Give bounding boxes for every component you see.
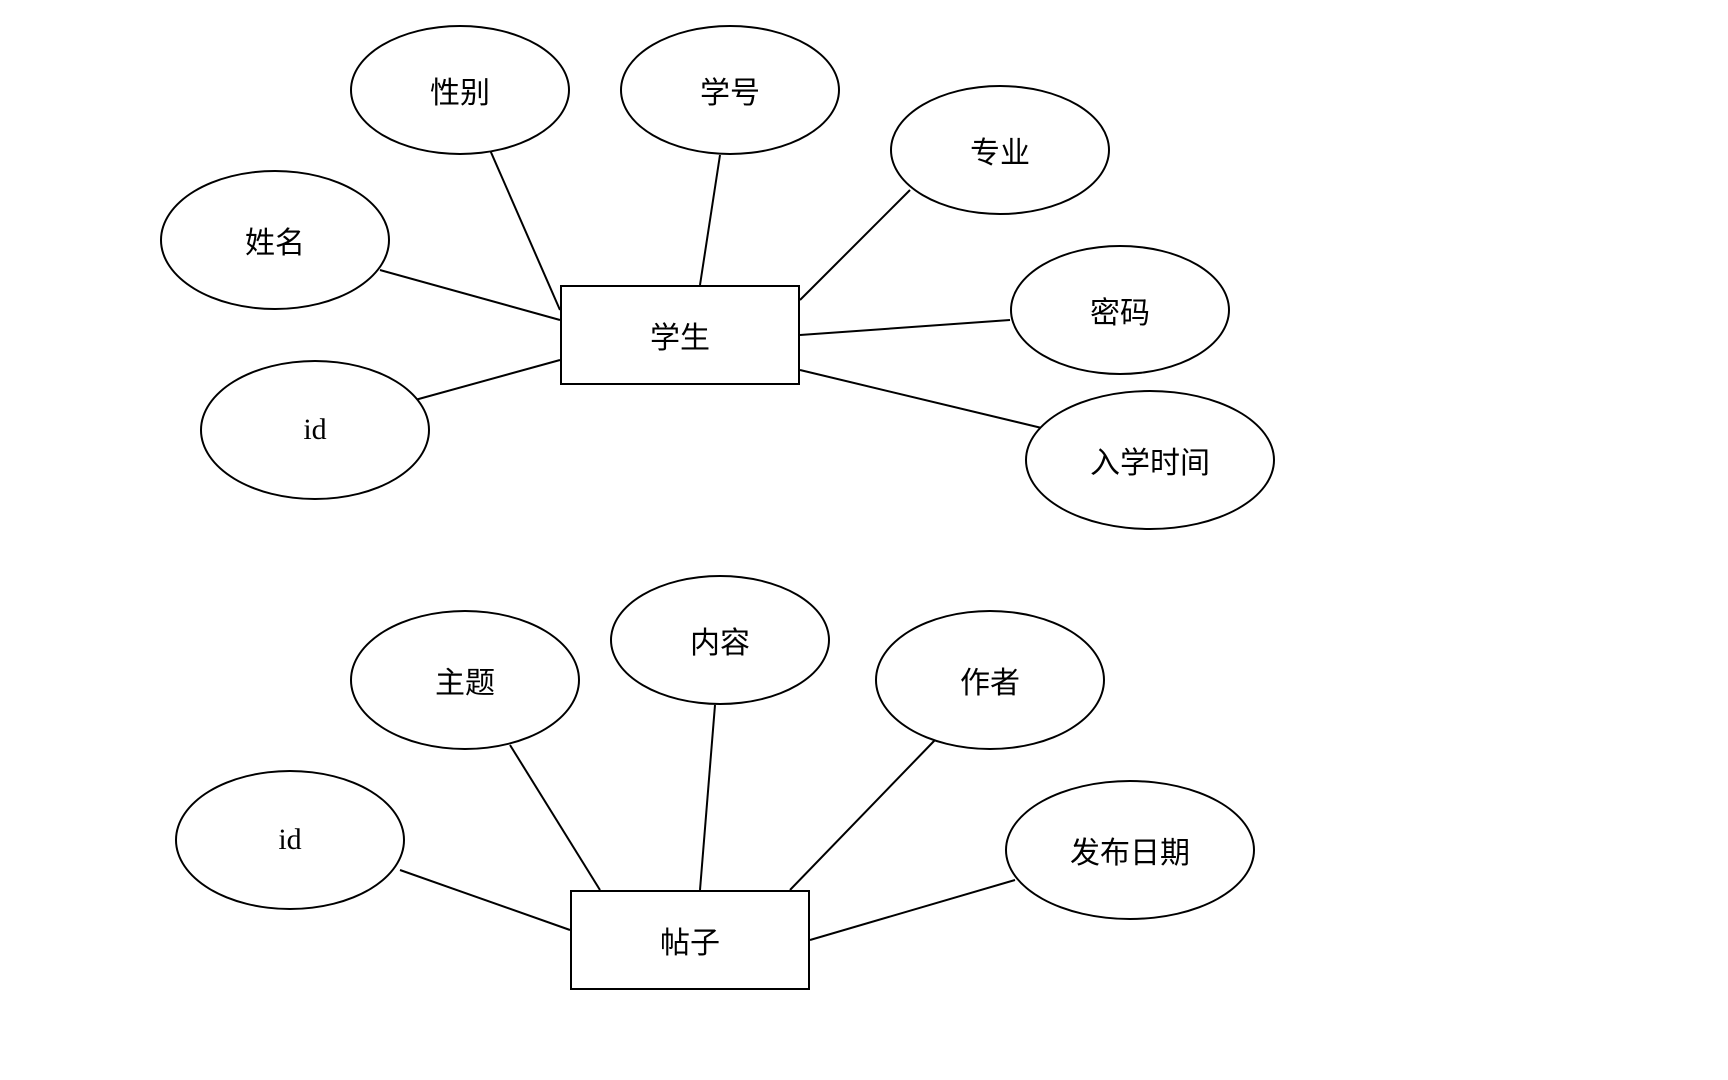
attribute-label: id [303,413,326,447]
er-edge [800,370,1050,430]
attribute-student-id: id [200,360,430,500]
attribute-label: 发布日期 [1070,828,1190,872]
attribute-label: 作者 [960,658,1020,702]
attribute-label: 主题 [435,658,495,702]
er-edge [700,155,720,285]
er-edge [800,190,910,300]
attribute-label: 性别 [430,68,490,112]
attribute-label: 学号 [700,68,760,112]
er-edge [700,705,715,890]
attribute-label: id [278,823,301,857]
entity-post: 帖子 [570,890,810,990]
attribute-post-content: 内容 [610,575,830,705]
er-edge [490,150,560,310]
er-edge [810,880,1015,940]
attribute-label: 密码 [1090,288,1150,332]
attribute-label: 专业 [970,128,1030,172]
attribute-student-enroll: 入学时间 [1025,390,1275,530]
attribute-post-id: id [175,770,405,910]
attribute-label: 内容 [690,618,750,662]
attribute-student-number: 学号 [620,25,840,155]
entity-label: 学生 [650,313,710,357]
attribute-post-author: 作者 [875,610,1105,750]
er-edge [790,740,935,890]
attribute-label: 姓名 [245,218,305,262]
attribute-post-date: 发布日期 [1005,780,1255,920]
er-edges-svg [0,0,1728,1080]
attribute-student-gender: 性别 [350,25,570,155]
attribute-label: 入学时间 [1090,438,1210,482]
attribute-student-major: 专业 [890,85,1110,215]
entity-label: 帖子 [660,918,720,962]
er-edge [800,320,1010,335]
attribute-student-password: 密码 [1010,245,1230,375]
er-edge [400,870,570,930]
er-edge [380,270,560,320]
entity-student: 学生 [560,285,800,385]
attribute-post-topic: 主题 [350,610,580,750]
er-edge [415,360,560,400]
er-edge [510,745,600,890]
attribute-student-name: 姓名 [160,170,390,310]
